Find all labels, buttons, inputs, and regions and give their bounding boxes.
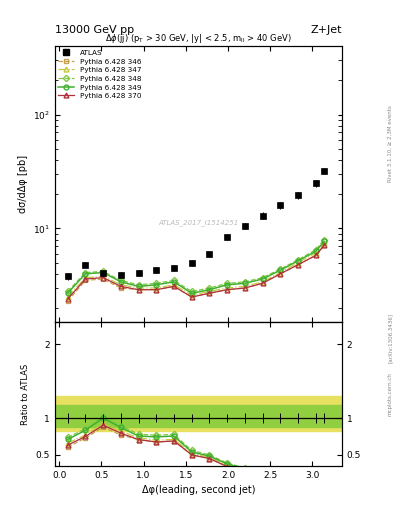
Text: ATLAS_2017_I1514251: ATLAS_2017_I1514251 [158,220,239,226]
Legend: ATLAS, Pythia 6.428 346, Pythia 6.428 347, Pythia 6.428 348, Pythia 6.428 349, P: ATLAS, Pythia 6.428 346, Pythia 6.428 34… [58,49,141,99]
Text: 13000 GeV pp: 13000 GeV pp [55,25,134,35]
Text: Z+Jet: Z+Jet [310,25,342,35]
Text: $\Delta\phi$(jj) (p$_\mathrm{T}$ > 30 GeV, |y| < 2.5, m$_\mathrm{ll}$ > 40 GeV): $\Delta\phi$(jj) (p$_\mathrm{T}$ > 30 Ge… [105,32,292,45]
Text: Rivet 3.1.10, ≥ 2.3M events: Rivet 3.1.10, ≥ 2.3M events [387,105,392,182]
Y-axis label: Ratio to ATLAS: Ratio to ATLAS [21,364,30,425]
X-axis label: Δφ(leading, second jet): Δφ(leading, second jet) [142,485,255,495]
Y-axis label: dσ/dΔφ [pb]: dσ/dΔφ [pb] [18,155,28,213]
Text: mcplots.cern.ch: mcplots.cern.ch [387,372,392,416]
Text: [arXiv:1306.3436]: [arXiv:1306.3436] [387,313,392,363]
